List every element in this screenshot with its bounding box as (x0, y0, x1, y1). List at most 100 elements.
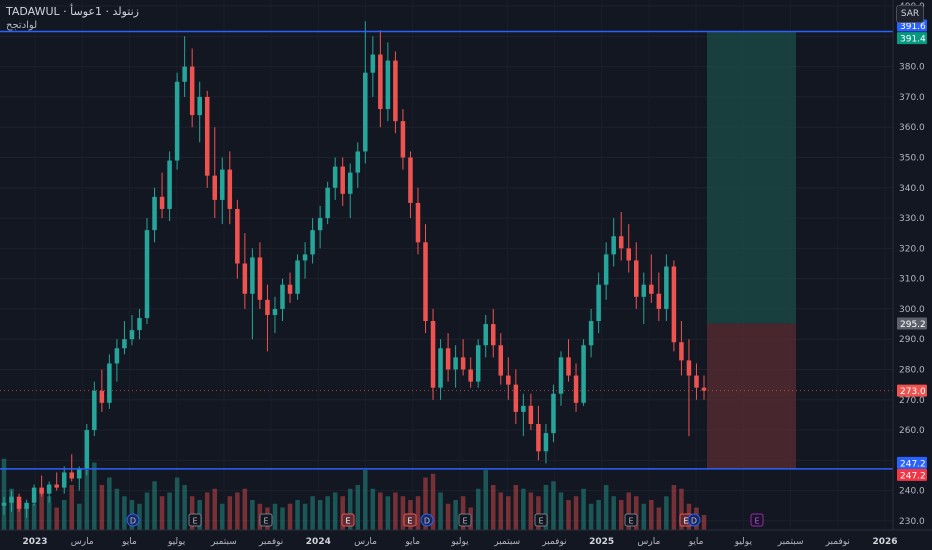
candle-body (182, 66, 187, 82)
candle-body (189, 66, 195, 116)
price-label-entry: 295.2 (900, 320, 926, 330)
dividend-marker-icon (420, 513, 434, 527)
candle-body (558, 357, 564, 394)
candle-body (385, 60, 391, 110)
volume-bar (671, 485, 677, 530)
volume-bar (114, 488, 120, 530)
event-marker-label: E (192, 517, 197, 526)
volume-bar (325, 496, 330, 530)
earnings-marker-icon (458, 513, 472, 527)
volume-bar (46, 496, 52, 530)
candle-body (220, 169, 225, 200)
volume-bar (302, 503, 308, 530)
candle-body (694, 375, 699, 388)
volume-bar (423, 477, 428, 530)
volume-bar (573, 496, 579, 530)
volume-bar (641, 503, 647, 530)
volume-bar (596, 500, 601, 530)
candle-body (581, 345, 586, 403)
candle-body (641, 284, 647, 297)
time-tick-label: سبتمبر (210, 537, 237, 547)
volume-bar (122, 496, 127, 530)
candle-body (686, 360, 692, 376)
event-marker-label: E (628, 517, 633, 526)
volume-bar (332, 492, 338, 530)
candle-body (272, 308, 278, 315)
candle-body (468, 369, 473, 382)
price-tick-label: 240.0 (899, 487, 925, 497)
candle-body (325, 187, 330, 219)
volume-bar (204, 492, 210, 530)
volume-bar (310, 496, 315, 530)
event-marker-label: D (130, 517, 136, 526)
volume-bar (430, 473, 436, 530)
price-label-bg (897, 456, 927, 469)
earnings-marker-icon (259, 513, 273, 527)
candle-body (393, 60, 398, 122)
volume-bar (701, 515, 707, 530)
price-tick-label: 380.0 (899, 63, 925, 73)
earnings-marker-icon (403, 513, 417, 527)
candle-body (438, 348, 443, 388)
volume-bar (24, 507, 29, 530)
candle-body (460, 357, 466, 370)
candle-body (174, 81, 180, 161)
volume-bar (152, 481, 157, 530)
volume-bar (317, 500, 323, 530)
candle-body (39, 487, 44, 494)
time-tick-label: نوفمبر (258, 537, 283, 547)
candle-body (129, 330, 135, 340)
candle-body (24, 502, 29, 509)
volume-bar (475, 488, 481, 530)
event-marker-label: D (424, 517, 430, 526)
symbol-subtitle: لوادتجح (6, 20, 38, 31)
symbol-header[interactable]: TADAWUL · زنتولد · 1عوسأ (6, 5, 139, 18)
volume-bar (242, 488, 248, 530)
price-tick-label: 310.0 (899, 275, 925, 285)
time-tick-label: مايو (688, 537, 704, 547)
volume-bar (415, 496, 421, 530)
candle-body (445, 348, 451, 370)
candle-body (618, 236, 624, 249)
volume-bar (611, 496, 616, 530)
volume-bar (490, 485, 496, 530)
volume-bar (581, 488, 586, 530)
volume-bar (453, 500, 458, 530)
time-tick-label: مارس (354, 537, 377, 547)
volume-bar (521, 488, 526, 530)
candle-body (649, 284, 654, 294)
price-tick-label: 300.0 (899, 305, 925, 315)
time-tick-label: مايو (404, 537, 420, 547)
candle-body (483, 324, 488, 346)
candle-body (16, 496, 22, 509)
volume-bar (1, 458, 7, 530)
volume-bar (16, 500, 22, 530)
event-marker-label: E (345, 517, 350, 526)
candle-body (227, 169, 233, 209)
volume-bar (347, 488, 353, 530)
volume-bar (182, 485, 187, 530)
currency-button[interactable]: SAR (896, 5, 924, 23)
price-label-bg (897, 32, 927, 45)
volume-bar (287, 503, 293, 530)
candle-body (498, 345, 504, 376)
price-tick-label: 340.0 (899, 184, 925, 194)
candle-body (99, 390, 105, 403)
volume-bar (167, 492, 172, 530)
candle-body (573, 375, 579, 403)
event-marker-label: E (683, 517, 688, 526)
time-tick-label: 2025 (589, 537, 614, 547)
candle-body (197, 96, 202, 116)
candle-body (340, 166, 345, 194)
time-tick-label: نوفمبر (541, 537, 566, 547)
price-tick-label: 270.0 (899, 396, 925, 406)
price-tick-label: 370.0 (899, 93, 925, 103)
volume-bar (107, 477, 112, 530)
time-tick-label: سبتمبر (777, 537, 804, 547)
candle-body (159, 196, 165, 209)
dividend-marker-icon (687, 513, 701, 527)
time-tick-label: مارس (637, 537, 660, 547)
volume-bar (54, 507, 59, 530)
candle-body (626, 248, 631, 261)
